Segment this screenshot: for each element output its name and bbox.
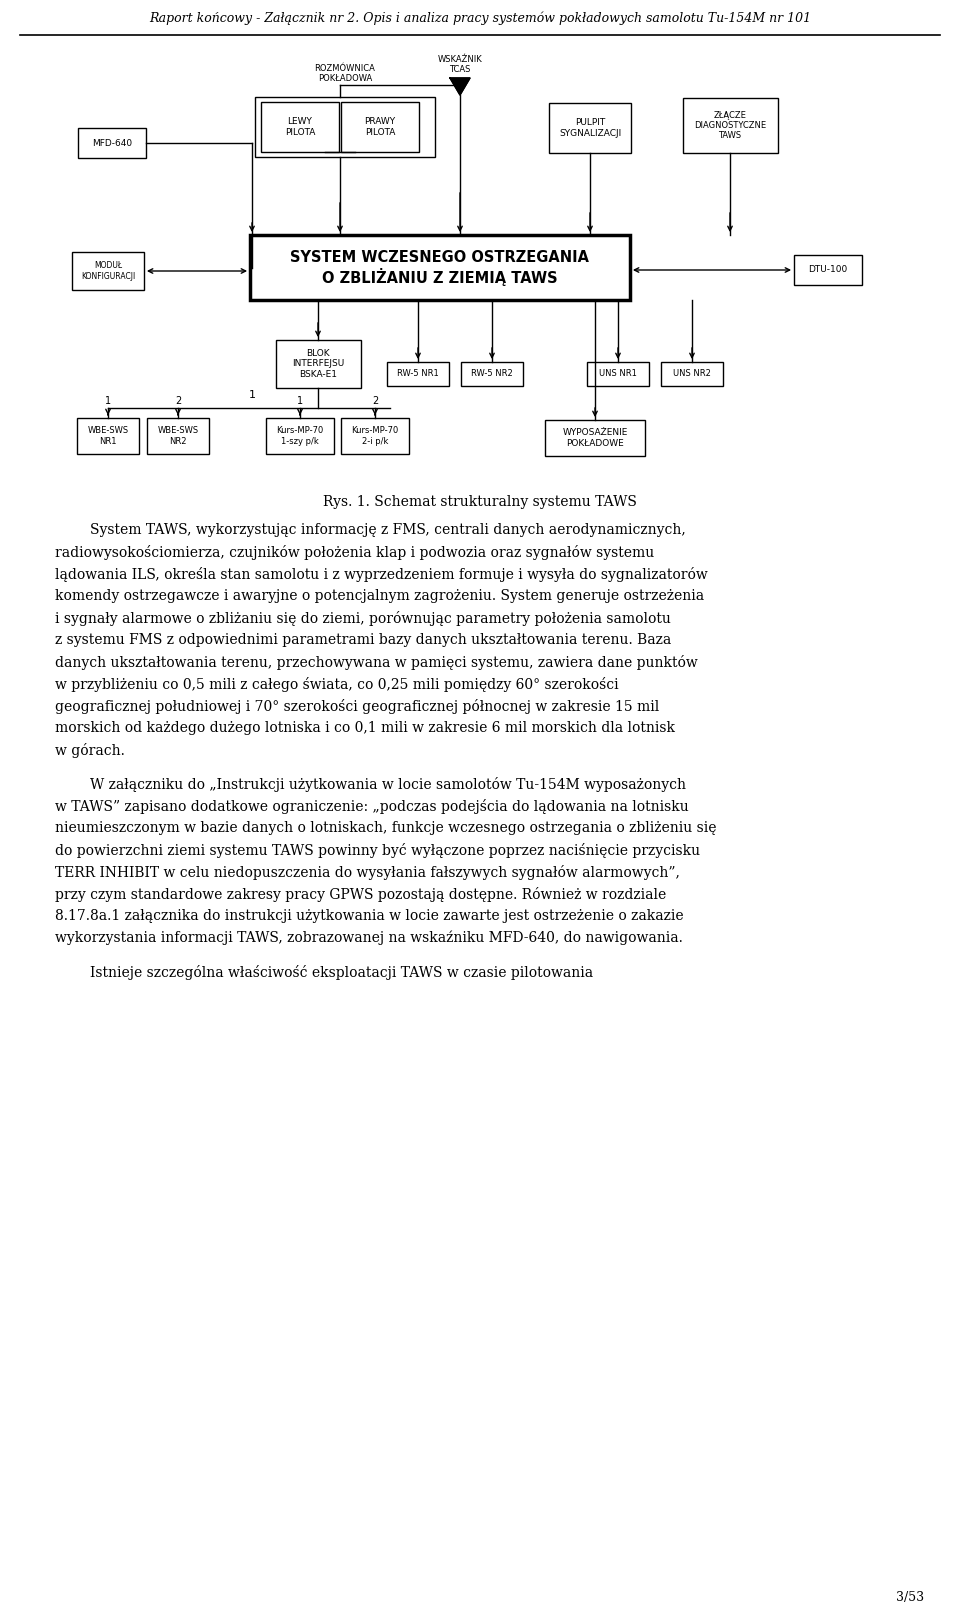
Text: w TAWS” zapisano dodatkowe ograniczenie: „podczas podejścia do lądowania na lotn: w TAWS” zapisano dodatkowe ograniczenie:… (55, 798, 688, 813)
Bar (341, 418, 409, 453)
Text: PULPIT
SYGNALIZACJI: PULPIT SYGNALIZACJI (559, 118, 621, 137)
Text: W załączniku do „Instrukcji użytkowania w locie samolotów Tu-154M wyposażonych: W załączniku do „Instrukcji użytkowania … (90, 776, 686, 792)
Bar (545, 419, 645, 456)
Text: ZŁĄCZE
DIAGNOSTYCZNE
TAWS: ZŁĄCZE DIAGNOSTYCZNE TAWS (694, 111, 766, 140)
Text: RW-5 NR2: RW-5 NR2 (471, 369, 513, 379)
Text: z systemu FMS z odpowiednimi parametrami bazy danych ukształtowania terenu. Baza: z systemu FMS z odpowiednimi parametrami… (55, 632, 671, 647)
Text: Raport końcowy - Załącznik nr 2. Opis i analiza pracy systemów pokładowych samol: Raport końcowy - Załącznik nr 2. Opis i … (149, 11, 811, 24)
Text: DTU-100: DTU-100 (808, 266, 848, 274)
Bar (78, 127, 146, 158)
Text: WSKAŹNIK
TCAS: WSKAŹNIK TCAS (438, 55, 482, 74)
Bar (341, 102, 419, 152)
Bar (661, 361, 723, 386)
Text: LEWY
PILOTA: LEWY PILOTA (285, 118, 315, 137)
Text: WYPOSAŻENIE
POKŁADOWE: WYPOSAŻENIE POKŁADOWE (563, 429, 628, 448)
Text: radiowysokościomierza, czujników położenia klap i podwozia oraz sygnałów systemu: radiowysokościomierza, czujników położen… (55, 545, 655, 560)
Text: RW-5 NR1: RW-5 NR1 (397, 369, 439, 379)
Text: WBE-SWS
NR1: WBE-SWS NR1 (87, 426, 129, 445)
Text: WBE-SWS
NR2: WBE-SWS NR2 (157, 426, 199, 445)
Bar (266, 418, 334, 453)
Text: w przybliżeniu co 0,5 mili z całego świata, co 0,25 mili pomiędzy 60° szerokości: w przybliżeniu co 0,5 mili z całego świa… (55, 676, 618, 692)
Polygon shape (450, 77, 470, 95)
Text: 1: 1 (249, 390, 255, 400)
Text: wykorzystania informacji TAWS, zobrazowanej na wskaźniku MFD-640, do nawigowania: wykorzystania informacji TAWS, zobrazowa… (55, 931, 683, 945)
Text: lądowania ILS, określa stan samolotu i z wyprzedzeniem formuje i wysyła do sygna: lądowania ILS, określa stan samolotu i z… (55, 566, 708, 582)
Text: komendy ostrzegawcze i awaryjne o potencjalnym zagrożeniu. System generuje ostrz: komendy ostrzegawcze i awaryjne o potenc… (55, 589, 704, 603)
Text: do powierzchni ziemi systemu TAWS powinny być wyłączone poprzez naciśnięcie przy: do powierzchni ziemi systemu TAWS powinn… (55, 842, 700, 858)
Text: Istnieje szczególna właściwość eksploatacji TAWS w czasie pilotowania: Istnieje szczególna właściwość eksploata… (90, 965, 593, 979)
Text: nieumieszczonym w bazie danych o lotniskach, funkcje wczesnego ostrzegania o zbl: nieumieszczonym w bazie danych o lotnisk… (55, 821, 716, 836)
Text: MFD-640: MFD-640 (92, 139, 132, 147)
Bar (255, 97, 435, 156)
Text: 8.17.8a.1 załącznika do instrukcji użytkowania w locie zawarte jest ostrzeżenie : 8.17.8a.1 załącznika do instrukcji użytk… (55, 910, 684, 923)
Text: MODUŁ
KONFIGURACJI: MODUŁ KONFIGURACJI (81, 261, 135, 281)
Text: UNS NR1: UNS NR1 (599, 369, 636, 379)
Text: przy czym standardowe zakresy pracy GPWS pozostają dostępne. Również w rozdziale: przy czym standardowe zakresy pracy GPWS… (55, 887, 666, 902)
Text: 2: 2 (175, 397, 181, 406)
Text: morskich od każdego dużego lotniska i co 0,1 mili w zakresie 6 mil morskich dla : morskich od każdego dużego lotniska i co… (55, 721, 675, 736)
Text: 3/53: 3/53 (896, 1592, 924, 1605)
Text: danych ukształtowania terenu, przechowywana w pamięci systemu, zawiera dane punk: danych ukształtowania terenu, przechowyw… (55, 655, 698, 669)
Text: BLOK
INTERFEJSU
BSKA-E1: BLOK INTERFEJSU BSKA-E1 (292, 348, 344, 379)
Bar (276, 340, 361, 389)
Bar (72, 252, 144, 290)
Text: Rys. 1. Schemat strukturalny systemu TAWS: Rys. 1. Schemat strukturalny systemu TAW… (324, 495, 636, 510)
Bar (261, 102, 339, 152)
Bar (77, 418, 139, 453)
Text: 2: 2 (372, 397, 378, 406)
Bar (250, 235, 630, 300)
Text: w górach.: w górach. (55, 742, 125, 758)
Bar (587, 361, 649, 386)
Text: 1: 1 (105, 397, 111, 406)
Bar (794, 255, 862, 286)
Bar (147, 418, 209, 453)
Text: Kurs-MP-70
1-szy p/k: Kurs-MP-70 1-szy p/k (276, 426, 324, 445)
Bar (461, 361, 523, 386)
Text: System TAWS, wykorzystując informację z FMS, centrali danych aerodynamicznych,: System TAWS, wykorzystując informację z … (90, 523, 685, 537)
Text: Kurs-MP-70
2-i p/k: Kurs-MP-70 2-i p/k (351, 426, 398, 445)
Text: geograficznej południowej i 70° szerokości geograficznej północnej w zakresie 15: geograficznej południowej i 70° szerokoś… (55, 698, 660, 713)
Bar (549, 103, 631, 153)
Bar (387, 361, 449, 386)
Text: UNS NR2: UNS NR2 (673, 369, 711, 379)
Text: i sygnały alarmowe o zbliżaniu się do ziemi, porównując parametry położenia samo: i sygnały alarmowe o zbliżaniu się do zi… (55, 610, 671, 626)
Text: 1: 1 (297, 397, 303, 406)
Text: PRAWY
PILOTA: PRAWY PILOTA (365, 118, 396, 137)
Text: TERR INHIBIT w celu niedopuszczenia do wysyłania fałszywych sygnałów alarmowych”: TERR INHIBIT w celu niedopuszczenia do w… (55, 865, 680, 879)
Bar (683, 98, 778, 153)
Text: SYSTEM WCZESNEGO OSTRZEGANIA
O ZBLIŻANIU Z ZIEMIĄ TAWS: SYSTEM WCZESNEGO OSTRZEGANIA O ZBLIŻANIU… (291, 250, 589, 286)
Text: ROZMÓWNICA
POKŁADOWA: ROZMÓWNICA POKŁADOWA (315, 63, 375, 82)
